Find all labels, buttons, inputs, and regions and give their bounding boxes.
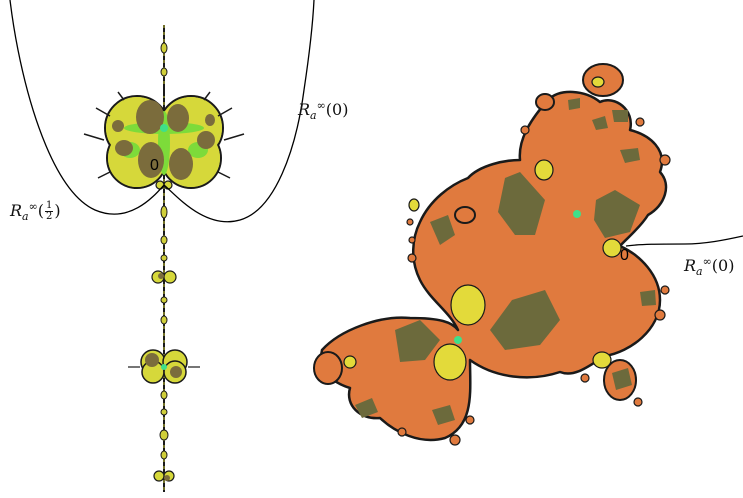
left-ray-zero bbox=[163, 0, 315, 223]
left-ray-zero-label: Ra∞(0) bbox=[298, 99, 349, 122]
left-main-component bbox=[83, 88, 245, 189]
right-origin-label: 0 bbox=[620, 247, 629, 264]
left-julia-set bbox=[9, 0, 315, 492]
right-top-buds bbox=[313, 63, 637, 401]
left-critical-point bbox=[160, 124, 168, 132]
right-fringe-buds bbox=[397, 117, 671, 446]
right-yellow-regions bbox=[343, 76, 622, 381]
right-critical-point-lower bbox=[454, 336, 462, 344]
right-critical-point-upper bbox=[573, 210, 581, 218]
left-ray-half bbox=[9, 0, 165, 215]
left-origin-label: 0 bbox=[150, 157, 159, 174]
left-ray-half-label: Ra∞(1 2) bbox=[10, 200, 61, 223]
right-dark-regions bbox=[355, 98, 656, 425]
right-ray-zero-label: Ra∞(0) bbox=[684, 255, 735, 278]
left-mid-component bbox=[128, 349, 200, 384]
left-spine-beads bbox=[159, 42, 169, 460]
right-julia-set bbox=[313, 63, 743, 446]
right-ray-zero bbox=[625, 235, 743, 247]
